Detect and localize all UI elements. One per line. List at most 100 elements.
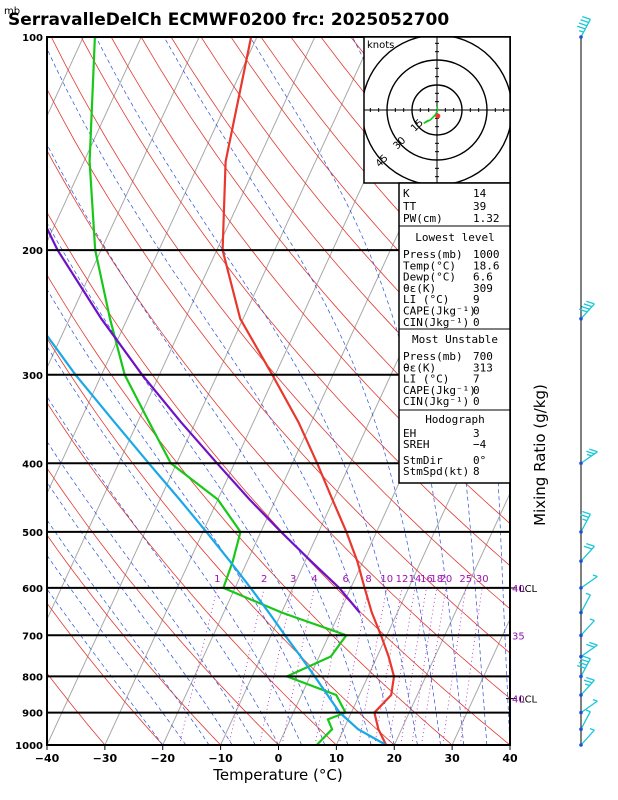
k-label: K (403, 187, 410, 200)
mixing-ratio-label: 20 (440, 574, 453, 585)
moist-adiabat-label: 35 (512, 631, 525, 642)
y-tick-label: 300 (22, 371, 43, 382)
dry-adiabat (80, 37, 510, 567)
wind-barb (580, 679, 595, 696)
mixing-ratio-label: 2 (261, 574, 267, 585)
moist-adiabat (249, 37, 465, 745)
wind-barb-flag (585, 592, 591, 596)
wind-barb-flag (586, 676, 595, 681)
wind-barb-flag (578, 22, 588, 27)
wind-barb-flag (586, 453, 592, 457)
isotherm (393, 492, 510, 745)
tt-label: TT (403, 200, 417, 213)
wind-barb (580, 594, 591, 613)
wind-barb (580, 545, 595, 562)
panel-row-value: 8 (473, 465, 480, 478)
isotherm (47, 37, 200, 369)
mixing-ratio-label: 10 (380, 574, 393, 585)
panel-row-label: CIN(Jkg⁻¹) (403, 395, 469, 408)
y-tick-label: 600 (22, 584, 43, 595)
y-tick-label: 500 (22, 528, 43, 539)
y-tick-label: 800 (22, 672, 43, 683)
mixing-ratio-label: 4 (311, 574, 317, 585)
wind-barb (580, 729, 595, 746)
chart-title: SerravalleDelCh ECMWF0200 frc: 202505270… (8, 10, 449, 30)
panel-row-value: 18.6 (473, 259, 500, 272)
isotherm (451, 617, 510, 745)
mixing-ratio-label: 30 (476, 574, 489, 585)
panel-row-label: Dewp(°C) (403, 271, 456, 284)
wind-barb-dot (579, 461, 583, 466)
moist-adiabat (47, 345, 302, 745)
panel-row-value: 0 (473, 305, 480, 318)
wind-barb (580, 700, 598, 714)
moist-adiabat (47, 519, 210, 745)
most-unstable-rows: Press(mb) 700 θε(K) 313 LI (°C) 7CAPE(Jkg⁻¹)0… (403, 350, 493, 408)
y-tick-label: 900 (22, 709, 43, 720)
panel-row-label: StmSpd(kt) (403, 465, 469, 478)
wind-barb-flag (586, 300, 595, 305)
dry-adiabat (47, 672, 106, 745)
tt-value: 39 (473, 200, 486, 213)
lcl-label: LCL (519, 584, 538, 595)
profile-parcel (47, 333, 387, 745)
moist-adiabat-label: 40 (512, 695, 525, 706)
isotherm (509, 743, 510, 745)
hodograph-unit: knots (367, 40, 394, 51)
wind-barb-dot (579, 35, 583, 39)
wind-barb-dot (579, 530, 583, 534)
wind-barb-flag (578, 308, 588, 313)
wind-barb (580, 644, 598, 658)
moist-adiabat-label: 40 (512, 584, 525, 595)
wind-barb-dot (579, 674, 583, 679)
dry-adiabat (47, 88, 510, 654)
k-value: 14 (473, 187, 487, 200)
wind-barb-flag (592, 574, 598, 578)
wind-barb (580, 620, 595, 636)
moist-adiabat (47, 288, 326, 745)
wind-barb (580, 711, 591, 730)
wind-barb-flag (586, 542, 595, 547)
y-tick-label: 700 (22, 631, 43, 642)
mixing-ratio-label: 8 (365, 574, 371, 585)
panel-row-value: 0 (473, 316, 480, 329)
wind-barb-flag (585, 709, 591, 713)
wind-barb (580, 451, 598, 464)
mixing-ratio-line (228, 587, 265, 745)
wind-barb-flag (589, 448, 598, 453)
panel-row-label: θε(K) (403, 282, 436, 295)
panel-row-value: 309 (473, 282, 493, 295)
isotherm (47, 37, 258, 495)
isotherm (47, 37, 142, 243)
wind-barb-dot (579, 743, 583, 747)
moist-adiabat (47, 440, 256, 745)
wind-barb-flag (580, 19, 589, 24)
wind-barb-flag (586, 450, 595, 455)
wind-barbs (576, 15, 598, 747)
panel-row-label: θε(K) (403, 361, 436, 374)
wind-barb-flag (586, 643, 595, 648)
y-ticks: 100 200 300 400 500 600 700 800 900 1000 (15, 33, 43, 752)
x-tick-label: 0 (275, 752, 283, 765)
panel-row-value: 313 (473, 361, 493, 374)
wind-barb-flag (589, 727, 595, 731)
x-tick-label: 40 (502, 752, 518, 765)
most-unstable-header: Most Unstable (412, 333, 498, 346)
panel-row-value: 9 (473, 293, 480, 306)
wind-barb-flag (578, 29, 584, 33)
dry-adiabat (47, 602, 164, 745)
dry-adiabat (170, 37, 510, 443)
panel-row-label: Temp(°C) (403, 259, 456, 272)
mixing-ratio-label: 14 (409, 574, 422, 585)
lowest-level-rows: Press(mb) 1000 Temp(°C) 18.6 Dewp(°C) 6.6 θε(K… (403, 248, 500, 329)
mixing-ratio-axis-label: Mixing Ratio (g/kg) (531, 384, 549, 526)
wind-barb-flag (589, 618, 595, 622)
x-tick-label: −30 (93, 752, 118, 765)
profile-dewpoint (88, 37, 349, 745)
mixing-ratio-line (411, 587, 438, 745)
moist-adiabat (47, 143, 372, 745)
